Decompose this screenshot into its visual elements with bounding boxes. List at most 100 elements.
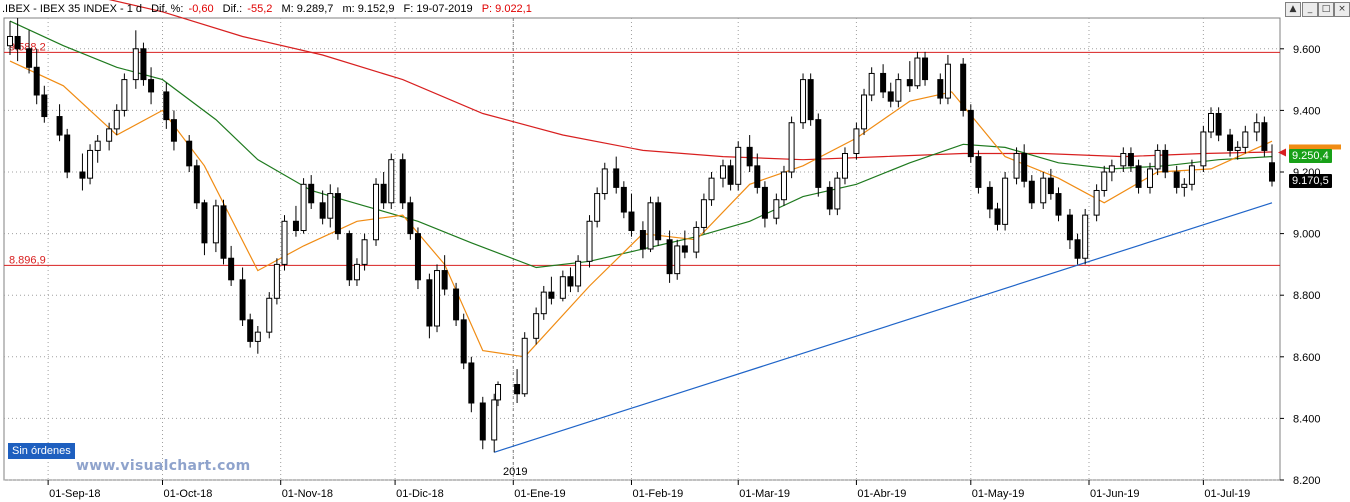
candle-body	[140, 48, 147, 81]
candle-body	[887, 91, 894, 102]
x-tick-label: 01-Dic-18	[396, 488, 444, 500]
candle-body	[922, 57, 929, 81]
candle-body	[87, 149, 94, 179]
candle-body	[1028, 180, 1035, 204]
candle-body	[1215, 112, 1222, 136]
candle-body	[1261, 122, 1268, 151]
y-tick-label: 9.000	[1293, 229, 1321, 241]
candle-body	[1146, 168, 1153, 188]
candle-body	[1047, 177, 1054, 195]
candle-body	[834, 177, 841, 210]
max-value: M: 9.289,7	[281, 3, 334, 15]
candle-body	[247, 319, 254, 342]
y-tick-label: 8.200	[1293, 475, 1321, 487]
candle-body	[308, 183, 315, 204]
candle-body	[1021, 153, 1028, 182]
candle-body	[861, 94, 868, 130]
candle-body	[1101, 171, 1108, 191]
candle-body	[944, 63, 951, 99]
candle-body	[533, 313, 540, 339]
candle-body	[1242, 131, 1249, 148]
minimize-icon[interactable]: _	[1302, 2, 1318, 17]
candle-body	[1082, 214, 1089, 259]
candle-body	[594, 193, 601, 222]
candle-body	[121, 79, 128, 111]
candle-body	[761, 186, 768, 219]
candle-body	[1108, 165, 1115, 173]
candle-body	[514, 384, 521, 395]
x-tick-label: 01-Mar-19	[739, 488, 790, 500]
candle-body	[346, 233, 353, 281]
sma-long-line	[108, 0, 1273, 161]
year-marker: 2019	[503, 466, 528, 478]
orders-badge[interactable]: Sin órdenes	[8, 443, 75, 459]
candle-body	[613, 168, 620, 188]
date-value: F: 19-07-2019	[403, 3, 473, 15]
candle-body	[1127, 153, 1134, 167]
candle-body	[56, 116, 63, 136]
candle-body	[113, 109, 120, 130]
candle-body	[426, 279, 433, 327]
candle-body	[1207, 112, 1214, 133]
candle-body	[521, 337, 528, 395]
candle-body	[201, 202, 208, 244]
candle-body	[815, 119, 822, 188]
candle-body	[540, 291, 547, 315]
candle-body	[380, 183, 387, 204]
candle-body	[300, 183, 307, 232]
candle-body	[1120, 153, 1127, 167]
candle-body	[1234, 146, 1241, 151]
candle-body	[895, 79, 902, 102]
candle-body	[79, 171, 86, 179]
candle-body	[727, 165, 734, 185]
candle-body	[937, 79, 944, 99]
candle-body	[1253, 122, 1260, 133]
candle-body	[1227, 134, 1234, 151]
x-tick-label: 01-Ene-19	[514, 488, 565, 500]
candle-body	[1002, 177, 1009, 225]
candle-body	[292, 220, 299, 232]
candle-body	[868, 72, 875, 96]
trend-line	[494, 202, 1273, 453]
candle-body	[460, 319, 467, 364]
sma-short-marker	[1289, 144, 1341, 150]
candle-body	[986, 186, 993, 210]
candle-body	[170, 119, 177, 142]
candle-body	[548, 291, 555, 299]
maximize-icon[interactable]: □	[1318, 2, 1334, 17]
last-price-tag: 9.170,5	[1289, 174, 1332, 189]
candle-body	[1013, 153, 1020, 179]
candle-body	[148, 79, 155, 93]
watermark: www.visualchart.com	[76, 458, 251, 474]
scroll-up-icon[interactable]: ▲	[1285, 2, 1301, 17]
price-value: P: 9.022,1	[481, 3, 532, 15]
candle-body	[1066, 214, 1073, 241]
candle-body	[1188, 165, 1195, 185]
sma-short-line	[9, 60, 1273, 358]
x-tick-label: 01-May-19	[972, 488, 1025, 500]
candle-body	[914, 57, 921, 87]
candle-body	[399, 159, 406, 204]
candle-body	[1200, 131, 1207, 167]
candle-body	[967, 109, 974, 158]
candle-body	[655, 202, 662, 241]
candle-body	[708, 177, 715, 201]
sma-long-pointer-icon	[1278, 148, 1286, 157]
candle-body	[674, 245, 681, 275]
close-icon[interactable]: ×	[1334, 2, 1350, 17]
candle-body	[441, 270, 448, 290]
y-tick-label: 9.600	[1293, 44, 1321, 56]
x-tick-label: 01-Oct-18	[164, 488, 213, 500]
y-tick-label: 8.800	[1293, 290, 1321, 302]
candle-body	[994, 208, 1001, 225]
candle-body	[64, 134, 71, 173]
candle-body	[495, 384, 502, 401]
x-tick-label: 01-Sep-18	[49, 488, 100, 500]
candle-body	[434, 270, 441, 327]
candle-body	[719, 165, 726, 179]
candle-body	[666, 239, 673, 275]
candle-body	[479, 402, 486, 441]
min-value: m: 9.152,9	[342, 3, 395, 15]
